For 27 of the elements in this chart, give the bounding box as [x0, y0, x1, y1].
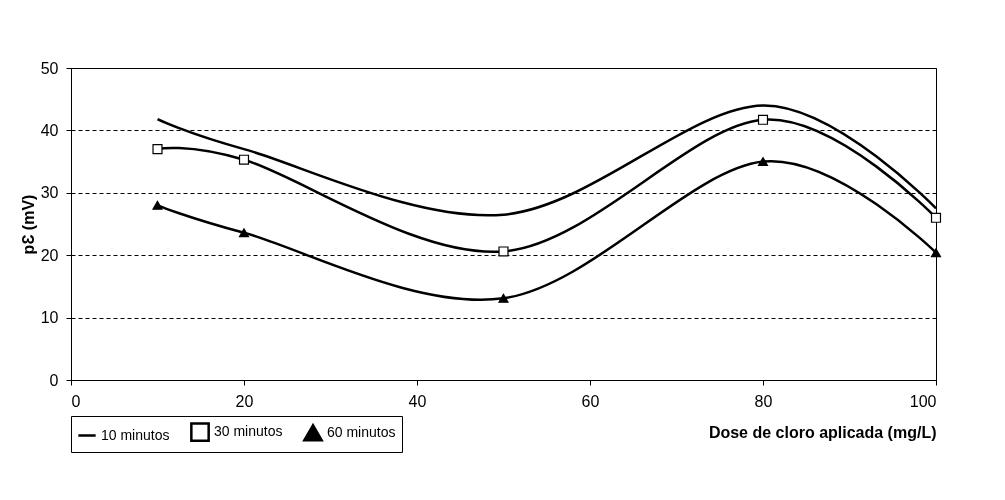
y-tick-label: 50: [40, 59, 59, 77]
y-tick-label: 40: [40, 121, 59, 139]
x-axis-title: Dose de cloro aplicada (mg/L): [708, 423, 937, 441]
x-tick-label: 100: [909, 392, 937, 410]
y-axis-title: pƐ (mV): [19, 194, 37, 255]
legend-label: 10 minutos: [101, 426, 170, 443]
y-tick-label: 0: [49, 371, 59, 389]
point: [498, 246, 509, 257]
y-tick-label: 20: [40, 246, 59, 264]
point: [498, 293, 509, 303]
point: [757, 157, 769, 167]
y-tick-label: 30: [40, 184, 59, 202]
point: [238, 228, 250, 238]
legend-label: 30 minutos: [214, 423, 283, 440]
x-tick-label: 80: [754, 392, 773, 410]
point: [930, 248, 942, 258]
point: [238, 154, 250, 165]
point: [757, 114, 769, 125]
y-tick-label: 10: [40, 309, 59, 327]
x-tick-label: 0: [71, 392, 81, 410]
legend-label: 60 minutos: [327, 423, 396, 440]
point: [152, 144, 163, 155]
x-tick-label: 20: [235, 392, 254, 410]
x-tick-label: 60: [581, 392, 600, 410]
point: [152, 200, 163, 210]
x-tick-label: 40: [408, 392, 427, 410]
point: [930, 212, 942, 223]
